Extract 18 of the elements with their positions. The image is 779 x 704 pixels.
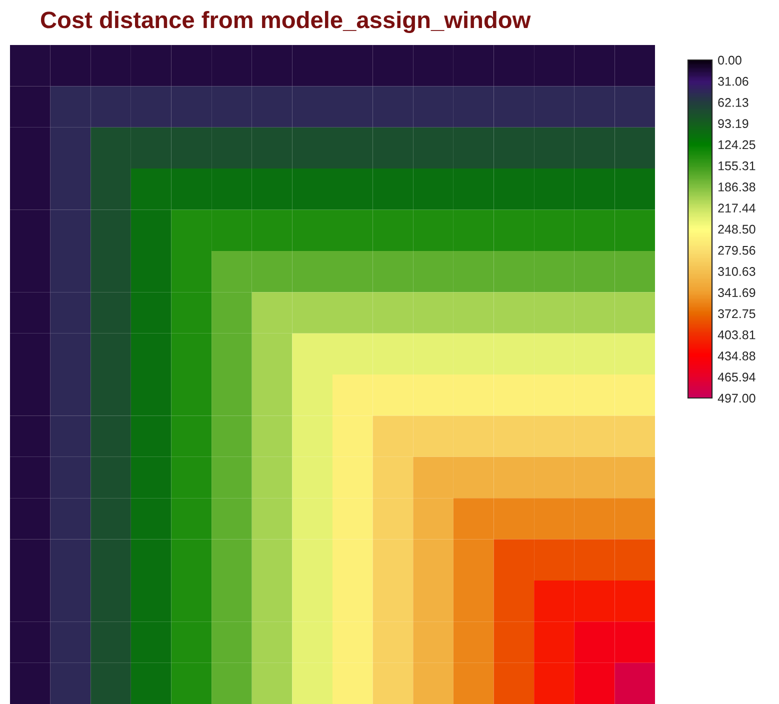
color-bar-label: 465.94: [718, 372, 756, 382]
color-bar-label: 217.44: [718, 204, 756, 212]
color-bar-label: 372.75: [718, 309, 756, 318]
color-bar-label: 279.56: [718, 246, 756, 255]
color-bar-label: 62.13: [718, 98, 748, 107]
color-bar-label: 124.25: [718, 140, 756, 150]
color-bar-label: 31.06: [718, 76, 748, 86]
color-bar-label: 341.69: [718, 288, 756, 298]
color-bar-label: 0.00: [718, 56, 742, 65]
color-bar-label: 403.81: [718, 330, 756, 340]
color-bar-label: 248.50: [718, 224, 756, 234]
color-bar-label: 155.31: [718, 161, 756, 170]
color-bar-label: 186.38: [718, 182, 756, 192]
chart-title: Cost distance from modele_assign_window: [40, 10, 531, 34]
color-bar-label: 497.00: [718, 394, 756, 403]
color-bar-label: 434.88: [718, 352, 756, 360]
color-bar-label: 93.19: [718, 119, 748, 128]
color-bar-label: 310.63: [718, 267, 756, 276]
